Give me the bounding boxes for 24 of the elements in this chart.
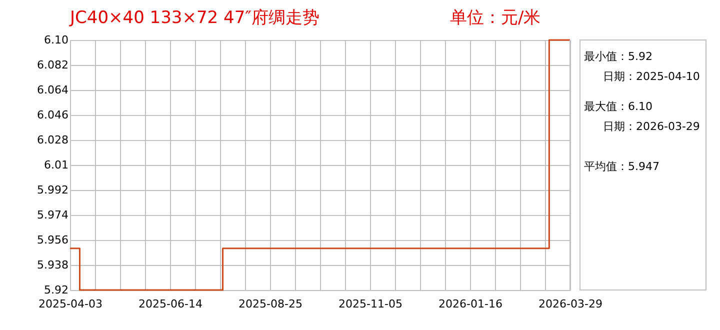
y-tick-label: 6.028 [37,134,68,146]
text: 最小值：5.92 [584,50,652,63]
y-tick-label: 6.10 [44,34,68,46]
y-tick-label: 6.082 [37,58,68,72]
y-tick-label: 5.92 [44,284,68,296]
chart-subtitle: 单位：元/米 [450,8,541,28]
y-tick-label: 6.064 [37,84,68,96]
x-tick-label: 2025-04-03 [38,298,102,310]
x-tick-label: 2026-03-29 [538,298,602,310]
x-tick-label: 2025-08-25 [238,298,302,310]
text: 平均值：5.947 [584,160,660,173]
x-tick-label: 2026-01-16 [438,298,502,310]
y-tick-label: 5.938 [37,258,68,272]
y-tick-label: 6.046 [37,108,68,122]
text: 日期：2026-03-29 [603,120,700,133]
chart-title: JC40×40 133×72 47″府绸走势 [69,8,320,28]
x-tick-label: 2025-06-14 [138,298,202,310]
y-tick-label: 5.974 [37,208,68,222]
y-tick-label: 5.956 [37,234,68,246]
x-tick-label: 2025-11-05 [338,298,402,310]
y-tick-label: 5.992 [37,184,68,196]
y-tick-label: 6.01 [44,158,68,172]
text: 日期：2025-04-10 [603,70,700,83]
text: 最大值：6.10 [584,100,652,113]
